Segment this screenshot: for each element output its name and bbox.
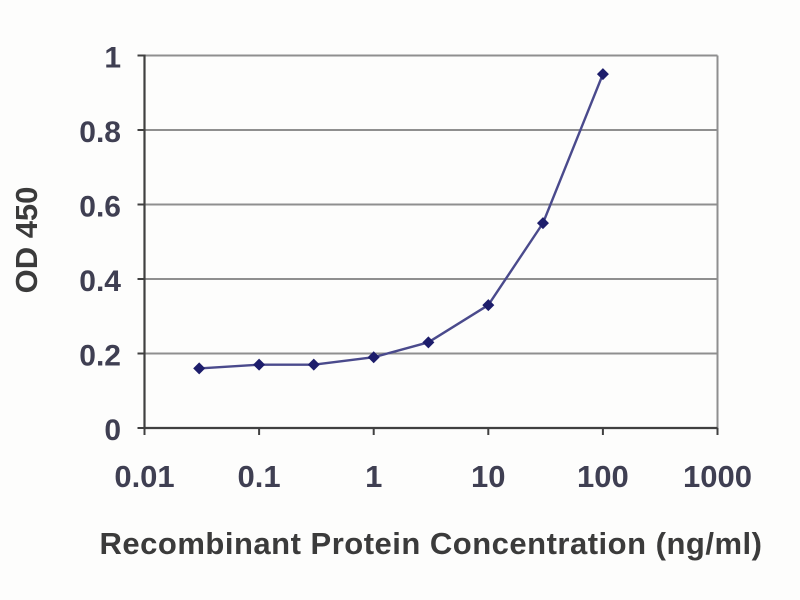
y-tick-label: 0 [104,414,121,447]
data-point-marker [307,358,320,371]
y-tick-label: 1 [104,42,121,75]
data-line [199,73,605,370]
data-point-marker [253,358,266,371]
x-tick-label: 100 [577,459,629,494]
x-axis-title: Recombinant Protein Concentration (ng/ml… [99,526,763,561]
y-axis-title: OD 450 [9,186,44,294]
x-tick-label: 10 [471,459,505,494]
x-tick-label: 0.1 [238,459,281,494]
data-point-marker [596,68,609,81]
data-point-marker [367,351,380,364]
data-point-marker [536,217,549,230]
y-tick-label: 0.2 [79,340,121,373]
x-tick-label: 0.01 [114,459,174,494]
data-point-marker [193,362,206,375]
y-tick-label: 0.4 [79,265,121,298]
data-point-marker [422,336,435,349]
x-tick-label: 1000 [683,459,752,494]
y-tick-label: 0.8 [79,116,121,149]
data-point-marker [482,299,495,312]
x-tick-label: 1 [365,459,382,494]
y-tick-label: 0.6 [79,191,121,224]
